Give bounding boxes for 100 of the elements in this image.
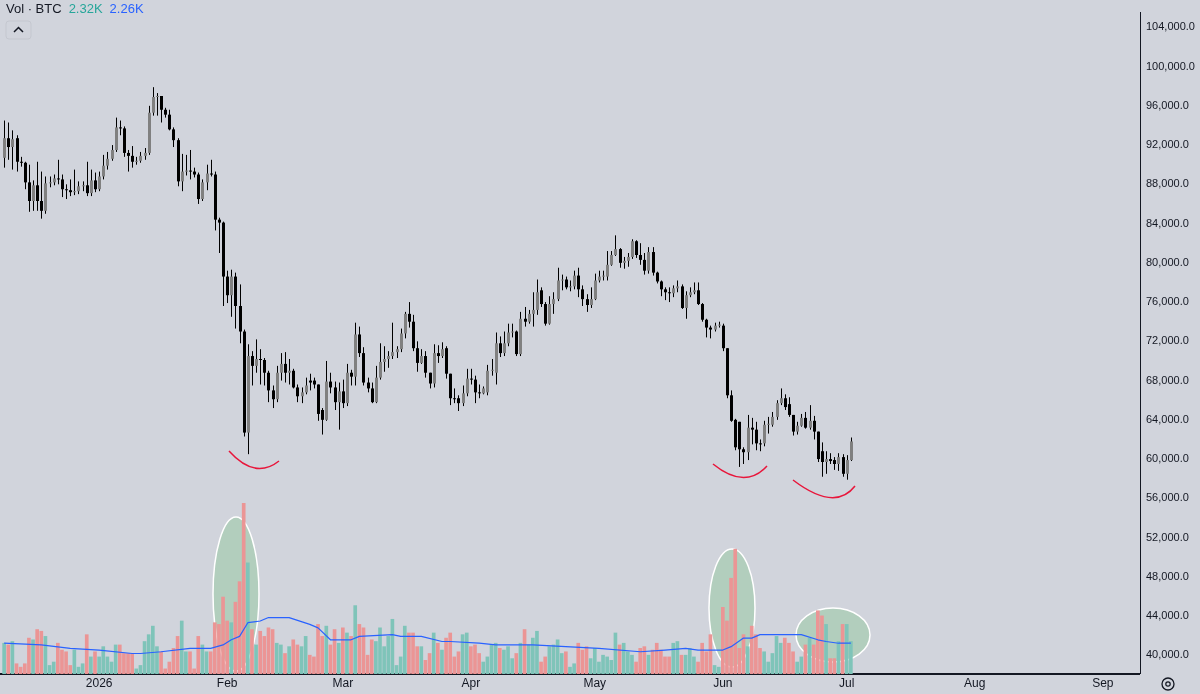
candlestick (697, 281, 700, 306)
bar (419, 646, 424, 674)
candlestick (842, 453, 845, 478)
bar (601, 654, 605, 674)
chart-title: Vol · BTC (6, 1, 62, 16)
candlestick (453, 387, 456, 404)
bar (782, 637, 787, 674)
bar (274, 642, 279, 674)
bar (56, 642, 60, 674)
bar (440, 649, 444, 674)
candlestick (7, 122, 10, 161)
candlestick (206, 164, 209, 191)
candlestick (614, 234, 617, 257)
bar (436, 642, 440, 674)
y-tick-label: 60,000.0 (1146, 452, 1189, 465)
candlestick (342, 379, 345, 409)
bar (564, 651, 568, 674)
candlestick (590, 286, 593, 309)
bar (535, 630, 539, 674)
bar (539, 661, 543, 674)
bar (101, 646, 106, 674)
candlestick (544, 301, 547, 327)
bar (353, 605, 358, 674)
bar (816, 610, 820, 674)
candlestick (722, 323, 725, 352)
x-tick-label: Apr (461, 675, 481, 690)
y-tick-label: 100,000.0 (1146, 59, 1195, 72)
bar (51, 661, 56, 674)
bar (787, 642, 791, 674)
bar (514, 653, 519, 674)
candlestick (16, 134, 19, 173)
bar (411, 632, 415, 674)
candlestick (569, 279, 572, 292)
candlestick (548, 295, 551, 326)
bar (241, 503, 246, 674)
y-tick-label: 92,000.0 (1146, 138, 1189, 151)
bar (592, 648, 597, 674)
bar (799, 656, 804, 674)
candlestick (751, 417, 754, 445)
bar (179, 620, 184, 674)
candlestick (507, 323, 510, 347)
bar (151, 625, 155, 674)
candlestick (383, 345, 386, 373)
y-tick-label: 56,000.0 (1146, 491, 1189, 504)
bar (431, 632, 436, 674)
candlestick (424, 350, 427, 379)
bar (605, 656, 609, 674)
candlestick (90, 169, 93, 197)
bar (572, 663, 576, 674)
bar (502, 649, 506, 674)
bar (159, 651, 163, 674)
candlestick (288, 358, 291, 385)
candlestick (809, 404, 812, 431)
candlestick (462, 384, 465, 407)
candlestick (643, 252, 646, 276)
candlestick (619, 247, 622, 269)
bar (2, 642, 6, 674)
candlestick (763, 420, 766, 447)
candlestick (515, 330, 518, 357)
x-tick-label: Sep (1092, 675, 1114, 690)
candlestick (189, 149, 192, 180)
bar (469, 646, 473, 674)
y-tick-label: 40,000.0 (1146, 648, 1189, 661)
bar (212, 622, 217, 674)
candlestick (255, 338, 258, 374)
y-tick-label: 104,000.0 (1146, 20, 1195, 33)
bar (89, 656, 93, 674)
bar (349, 636, 353, 674)
candlestick (552, 291, 555, 315)
candlestick (371, 382, 374, 404)
candlestick (540, 286, 543, 308)
candlestick (280, 352, 283, 382)
candlestick (594, 273, 597, 301)
bar (716, 666, 721, 674)
candlestick (557, 267, 560, 302)
bar (188, 651, 192, 674)
candlestick (102, 154, 105, 180)
candlestick (846, 454, 849, 481)
y-tick-label: 88,000.0 (1146, 177, 1189, 190)
y-tick-label: 80,000.0 (1146, 255, 1189, 268)
bar (795, 661, 799, 674)
bar (543, 656, 548, 674)
candlestick (647, 246, 650, 275)
y-tick-label: 72,000.0 (1146, 334, 1189, 347)
candlestick (631, 238, 634, 260)
bar (279, 644, 283, 674)
bar (336, 642, 341, 674)
bar (31, 639, 35, 674)
y-tick-label: 96,000.0 (1146, 98, 1189, 111)
bar (733, 548, 738, 674)
candlestick (218, 217, 221, 254)
candlestick (131, 145, 134, 169)
candlestick (160, 95, 163, 123)
bar (621, 642, 626, 674)
candlestick (685, 290, 688, 320)
bar (473, 644, 477, 674)
bar (464, 632, 469, 674)
candlestick (759, 438, 762, 452)
bar (246, 562, 250, 674)
bar (638, 648, 643, 674)
